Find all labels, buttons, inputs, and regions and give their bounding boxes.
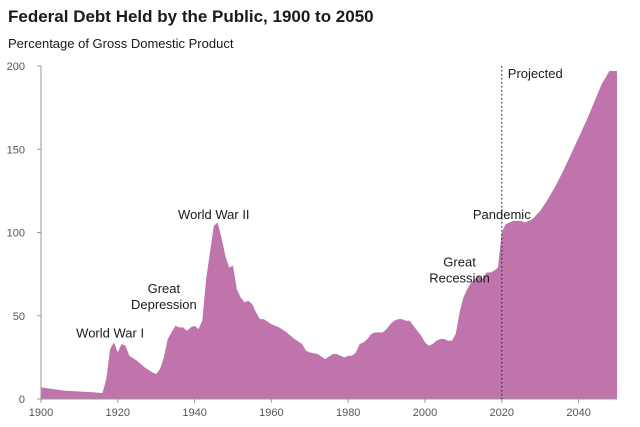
x-tick-label-2000: 2000 [413,407,437,419]
annotation-3-line-1: Recession [429,270,490,285]
annotation-4-line-0: Pandemic [473,207,531,222]
chart-subtitle: Percentage of Gross Domestic Product [8,36,234,51]
x-tick-label-1940: 1940 [182,407,206,419]
annotation-0-line-0: World War I [76,325,144,340]
annotation-1-line-0: Great [148,281,181,296]
y-tick-label-150: 150 [7,144,25,156]
y-tick-label-200: 200 [7,61,25,73]
x-tick-label-1920: 1920 [106,407,130,419]
y-tick-label-100: 100 [7,228,25,240]
projection-label: Projected [508,66,563,81]
plot-area: 0 50 100 150 200 1900 1920 1940 1960 1980 2000 2020… [7,61,617,419]
y-tick-label-50: 50 [13,311,25,323]
annotation-2-line-0: World War II [178,207,250,222]
annotation-3-line-0: Great [443,254,476,269]
x-tick-label-2040: 2040 [566,407,590,419]
x-tick-label-1960: 1960 [259,407,283,419]
y-tick-label-0: 0 [19,394,25,406]
annotation-1-line-1: Depression [131,297,197,312]
x-tick-label-2020: 2020 [490,407,514,419]
chart-title: Federal Debt Held by the Public, 1900 to… [8,7,374,26]
x-tick-label-1980: 1980 [336,407,360,419]
x-tick-label-1900: 1900 [29,407,53,419]
area-series-0 [41,71,617,399]
